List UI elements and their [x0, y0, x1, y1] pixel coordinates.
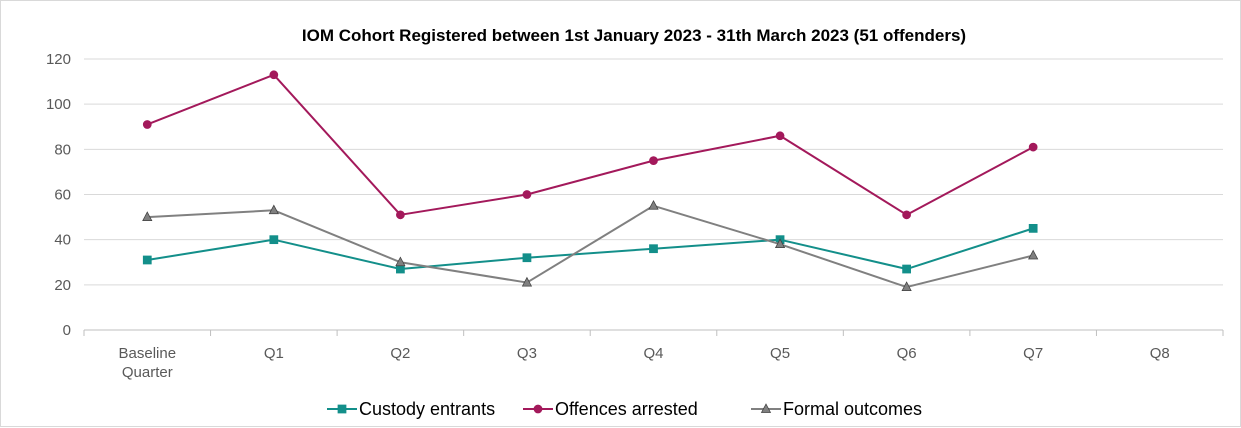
legend-entry: Formal outcomes — [751, 399, 922, 419]
y-tick-label: 120 — [46, 51, 71, 68]
data-point — [142, 211, 153, 221]
legend-swatch-marker — [337, 404, 347, 414]
x-tick-label-line: Q7 — [1023, 345, 1043, 362]
data-point — [142, 120, 152, 129]
x-tick-label: Q4 — [643, 345, 663, 362]
x-tick-label-line: Quarter — [122, 364, 173, 381]
x-tick-label-line: Q6 — [897, 345, 917, 362]
legend-entry: Custody entrants — [327, 399, 495, 419]
data-point — [902, 210, 911, 220]
data-point — [1028, 224, 1038, 233]
data-point — [901, 281, 912, 291]
data-point — [649, 244, 658, 254]
chart-title: IOM Cohort Registered between 1st Januar… — [302, 26, 966, 45]
x-tick-label-line: Baseline — [119, 345, 177, 362]
data-point — [1028, 142, 1038, 152]
x-tick-label-line: Q5 — [770, 345, 790, 362]
data-point — [648, 199, 659, 210]
x-tick-label: Q8 — [1150, 345, 1170, 362]
legend-label: Custody entrants — [359, 399, 495, 419]
y-tick-label: 0 — [63, 322, 71, 339]
data-point — [142, 255, 152, 265]
y-tick-label: 80 — [54, 141, 71, 158]
x-tick-label: Baseline Quarter — [119, 345, 177, 381]
legend-swatch-marker — [533, 404, 543, 414]
legend-entry: Offences arrested — [523, 399, 698, 419]
data-point — [649, 156, 658, 165]
series-offences-arrested — [142, 70, 1038, 220]
x-tick-label-line: Q3 — [517, 345, 537, 362]
y-tick-label: 40 — [54, 232, 71, 249]
x-tick-label: Q7 — [1023, 345, 1043, 362]
series-layer — [142, 70, 1039, 291]
data-point — [269, 70, 279, 80]
x-tick-label: Q6 — [897, 345, 917, 362]
series-custody-entrants — [142, 224, 1038, 274]
x-tick-label: Q2 — [390, 345, 410, 362]
data-point — [521, 276, 533, 287]
data-point — [269, 235, 279, 245]
x-tick-label: Q1 — [264, 345, 284, 362]
x-tick-label-line: Q2 — [390, 345, 410, 362]
series-line — [146, 73, 1034, 216]
y-tick-label: 100 — [46, 96, 71, 113]
legend-label: Offences arrested — [555, 399, 698, 419]
y-tick-label: 60 — [54, 187, 71, 204]
data-point — [268, 204, 279, 215]
x-tick-label-line: Q8 — [1150, 345, 1170, 362]
y-tick-label: 20 — [54, 277, 71, 294]
legend-swatch-marker — [760, 403, 772, 413]
data-point — [522, 253, 532, 263]
data-point — [395, 256, 406, 267]
x-tick-label-line: Q4 — [643, 345, 663, 362]
x-tick-label: Q5 — [770, 345, 790, 362]
x-tick-label-line: Q1 — [264, 345, 284, 362]
data-point — [396, 210, 405, 220]
data-point — [902, 264, 911, 274]
series-line — [147, 204, 1034, 289]
legend: Custody entrants Offences arrested Formal … — [327, 399, 922, 419]
series-formal-outcomes — [142, 199, 1039, 291]
legend-label: Formal outcomes — [783, 399, 922, 419]
data-point — [774, 238, 786, 249]
x-tick-label: Q3 — [517, 345, 537, 362]
data-point — [775, 131, 785, 141]
series-line — [147, 227, 1034, 271]
data-point — [522, 190, 532, 199]
data-point — [1028, 249, 1039, 260]
axis-layer: 0 20 40 60 80 100 120 Baseline Quarter Q1 Q2 Q3 Q4 Q5… — [46, 51, 1224, 381]
data-point — [396, 264, 405, 274]
